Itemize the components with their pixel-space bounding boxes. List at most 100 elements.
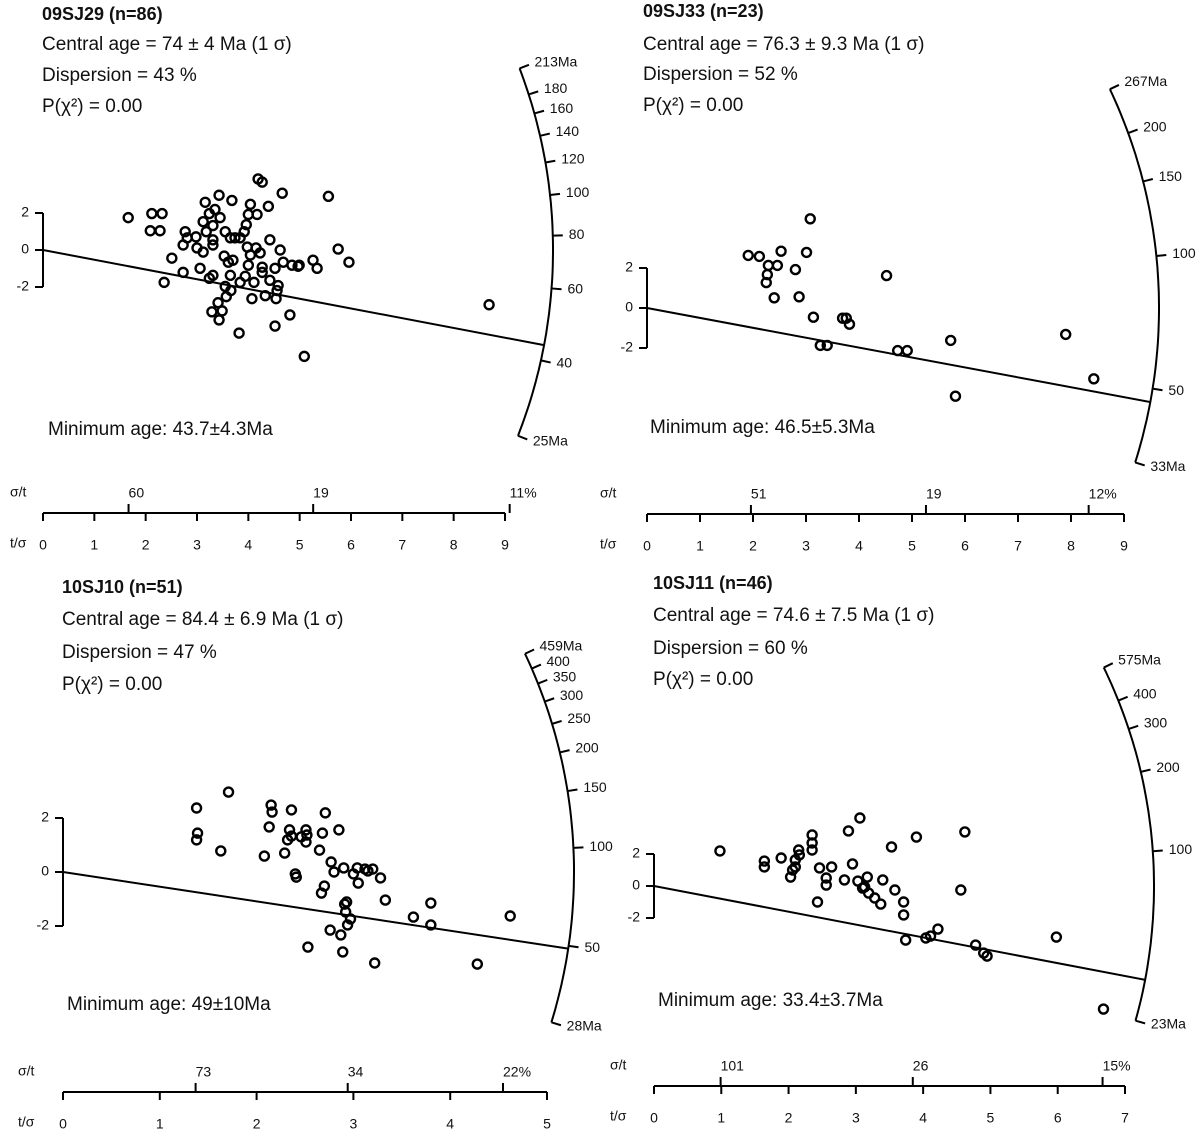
grain-point <box>335 929 347 941</box>
x-tick-label: 0 <box>39 537 47 553</box>
grain-point <box>206 306 218 318</box>
x-tick-label: 1 <box>717 1110 725 1126</box>
age-tick <box>531 663 542 670</box>
age-tick <box>519 63 530 70</box>
grain-point <box>813 862 826 874</box>
age-tick <box>517 434 528 441</box>
grain-point <box>768 292 780 304</box>
grain-point <box>229 232 241 244</box>
grain-point <box>270 292 282 305</box>
grain-point <box>842 825 855 837</box>
age-tick-label: 140 <box>556 123 580 139</box>
age-tick-label: 100 <box>1172 245 1196 261</box>
grain-point <box>889 884 901 896</box>
age-tick <box>1152 849 1163 853</box>
x-tick-label: 9 <box>501 537 509 553</box>
x-tick-label: 8 <box>450 537 458 553</box>
y-tick-label: -2 <box>621 339 634 355</box>
x-tick-label: 4 <box>855 538 863 554</box>
y-tick-label: 2 <box>632 845 640 861</box>
grain-point <box>190 802 203 814</box>
grain-point <box>269 262 281 275</box>
grain-point <box>256 266 268 279</box>
grain-point <box>146 207 158 220</box>
min-age-label: Minimum age: 33.4±3.7Ma <box>658 990 883 1011</box>
grain-point <box>256 261 268 273</box>
grain-point <box>332 243 344 255</box>
grain-point <box>836 312 849 324</box>
x-tick-label: 0 <box>650 1110 658 1126</box>
grain-point <box>240 218 252 231</box>
age-tick <box>1140 768 1151 773</box>
age-tick-label: 100 <box>1169 841 1193 857</box>
x-tick-label: 2 <box>749 538 757 554</box>
age-tick-label: 400 <box>1133 685 1157 701</box>
grain-point <box>793 849 806 861</box>
age-tick-label: 100 <box>589 838 613 854</box>
age-arc <box>517 68 554 437</box>
y-tick-label: 2 <box>41 809 49 825</box>
grain-point <box>290 871 302 883</box>
grain-point <box>199 196 211 208</box>
grain-point <box>714 845 726 857</box>
grain-point <box>483 299 495 311</box>
grain-point <box>207 239 219 251</box>
grain-point <box>901 344 913 357</box>
age-tick-label: 120 <box>561 150 585 166</box>
x2-axis-label: σ/t <box>610 1057 627 1073</box>
grain-point <box>166 252 178 264</box>
age-tick-label: 50 <box>1168 382 1184 398</box>
grain-point <box>144 225 156 237</box>
grain-point <box>295 831 307 843</box>
x-axis-label: t/σ <box>18 1114 35 1130</box>
grain-point <box>368 957 381 969</box>
x2-tick-label: 60 <box>129 485 145 501</box>
age-tick-label: 180 <box>544 80 568 96</box>
age-tick <box>1117 695 1129 702</box>
grain-point <box>258 850 271 862</box>
grain-point <box>197 246 209 258</box>
grain-point <box>1088 373 1100 385</box>
age-tick-label: 200 <box>575 739 599 755</box>
grain-point <box>875 898 887 910</box>
x-tick-label: 3 <box>193 537 201 553</box>
grain-point <box>234 276 246 289</box>
age-tick <box>544 697 555 703</box>
grain-point <box>897 909 910 921</box>
grain-point <box>806 844 818 856</box>
grain-point <box>302 941 314 953</box>
x2-tick-label: 73 <box>196 1064 212 1080</box>
grain-point <box>215 845 227 857</box>
grain-point <box>214 211 226 224</box>
age-tick-label: 23Ma <box>1151 1016 1186 1032</box>
age-tick-label: 575Ma <box>1118 651 1161 667</box>
grain-point <box>179 225 191 238</box>
age-tick-label: 40 <box>557 355 573 371</box>
age-tick <box>545 159 556 164</box>
x-tick-label: 2 <box>142 537 150 553</box>
grain-point <box>269 320 281 332</box>
grain-point <box>758 861 771 873</box>
grain-point <box>820 879 832 891</box>
grain-point <box>877 874 889 886</box>
x2-tick-label: 19 <box>926 486 942 502</box>
x-tick-label: 3 <box>852 1110 860 1126</box>
y-tick-label: 0 <box>632 877 640 893</box>
grain-point <box>213 189 225 201</box>
grain-point <box>177 266 189 279</box>
x2-tick-label: 12% <box>1089 486 1117 502</box>
grain-point <box>820 872 832 884</box>
x2-tick-label: 34 <box>348 1064 364 1080</box>
grain-point <box>897 896 910 908</box>
grain-point <box>804 213 816 225</box>
grain-point <box>264 274 276 287</box>
age-tick-label: 213Ma <box>535 53 578 69</box>
annotation: Dispersion = 47 % <box>62 642 217 663</box>
age-tick-label: 50 <box>584 939 600 955</box>
grain-point <box>784 871 797 883</box>
grain-point <box>811 896 824 908</box>
age-tick <box>1127 128 1138 134</box>
age-tick-label: 150 <box>583 779 607 795</box>
x2-axis-label: σ/t <box>10 484 27 500</box>
annotation: P(χ²) = 0.00 <box>62 674 162 695</box>
